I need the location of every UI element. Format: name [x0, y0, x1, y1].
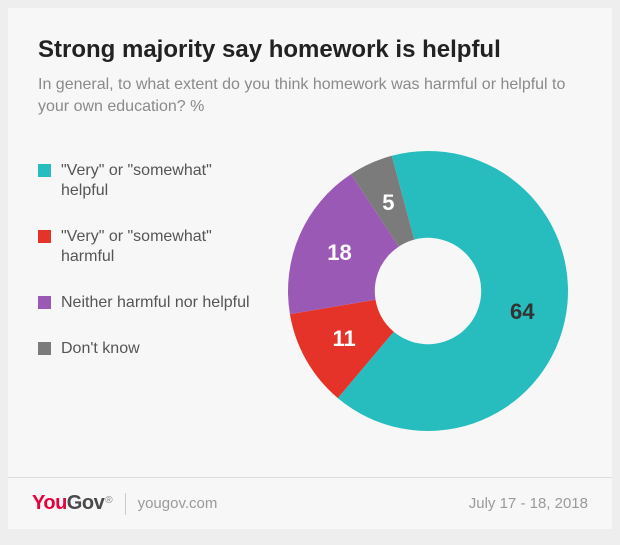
legend-label: Neither harmful nor helpful: [61, 293, 250, 313]
footer: YouGov® yougov.com July 17 - 18, 2018: [8, 477, 612, 529]
brand-part-you: You: [32, 492, 67, 514]
brand-registered: ®: [105, 495, 112, 506]
brand-part-gov: Gov: [67, 492, 104, 514]
legend-swatch: [38, 342, 51, 355]
footer-url: yougov.com: [138, 495, 218, 512]
legend-label: "Very" or "somewhat" helpful: [61, 161, 258, 201]
footer-separator: [125, 493, 126, 515]
chart-card: Strong majority say homework is helpful …: [8, 8, 612, 529]
legend-label: Don't know: [61, 339, 140, 359]
legend-item: Neither harmful nor helpful: [38, 293, 258, 313]
brand-logo: YouGov®: [32, 492, 113, 515]
legend-item: "Very" or "somewhat" harmful: [38, 227, 258, 267]
legend-item: "Very" or "somewhat" helpful: [38, 161, 258, 201]
legend: "Very" or "somewhat" helpful "Very" or "s…: [38, 141, 258, 385]
footer-date: July 17 - 18, 2018: [469, 495, 588, 512]
legend-swatch: [38, 230, 51, 243]
legend-swatch: [38, 296, 51, 309]
donut-chart: 6411185: [278, 141, 578, 441]
chart-subtitle: In general, to what extent do you think …: [38, 74, 568, 117]
legend-swatch: [38, 164, 51, 177]
legend-item: Don't know: [38, 339, 258, 359]
chart-title: Strong majority say homework is helpful: [38, 36, 582, 64]
chart-content: "Very" or "somewhat" helpful "Very" or "s…: [38, 141, 582, 441]
legend-label: "Very" or "somewhat" harmful: [61, 227, 258, 267]
